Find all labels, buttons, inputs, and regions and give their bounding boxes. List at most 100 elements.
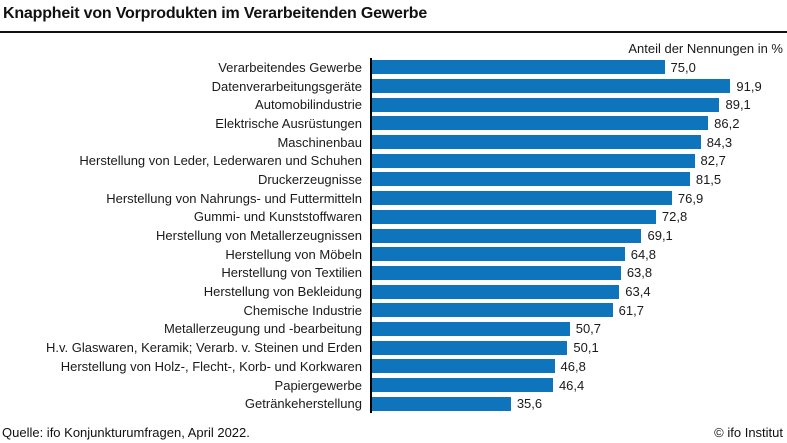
plot-area-row: 64,8 xyxy=(370,244,787,264)
bar xyxy=(372,79,731,94)
category-label: Verarbeitendes Gewerbe xyxy=(218,59,362,75)
chart-row: Papiergewerbe 46,4 xyxy=(0,375,787,395)
plot-area-row: 89,1 xyxy=(370,95,787,115)
chart-row: Automobilindustrie 89,1 xyxy=(0,95,787,115)
chart-row: Herstellung von Textilien 63,8 xyxy=(0,263,787,283)
category-label: Getränkeherstellung xyxy=(244,396,362,412)
chart-row: Herstellung von Bekleidung 63,4 xyxy=(0,282,787,301)
plot-area-row: 76,9 xyxy=(370,188,787,208)
source-note: Quelle: ifo Konjunkturumfragen, April 20… xyxy=(2,425,250,440)
chart-row: Herstellung von Metallerzeugnissen 69,1 xyxy=(0,226,787,245)
chart-row: Verarbeitendes Gewerbe 75,0 xyxy=(0,58,787,77)
plot-area-row: 63,4 xyxy=(370,282,787,301)
value-label: 69,1 xyxy=(647,228,673,244)
chart-row: Herstellung von Holz-, Flecht-, Korb- un… xyxy=(0,357,787,376)
chart-row: Herstellung von Nahrungs- und Futtermitt… xyxy=(0,188,787,208)
bar xyxy=(372,135,701,150)
bar xyxy=(372,359,555,374)
plot-area-row: 63,8 xyxy=(370,263,787,283)
value-label: 50,7 xyxy=(575,321,602,337)
value-label: 64,8 xyxy=(630,246,657,262)
copyright-note: © ifo Institut xyxy=(714,425,783,440)
category-label: Chemische Industrie xyxy=(243,302,363,318)
chart-row: Chemische Industrie 61,7 xyxy=(0,300,787,320)
value-label: 81,5 xyxy=(695,171,722,187)
value-label: 50,1 xyxy=(573,340,599,356)
category-label: H.v. Glaswaren, Keramik; Verarb. v. Stei… xyxy=(46,340,362,356)
chart-row: Gummi- und Kunststoffwaren 72,8 xyxy=(0,207,787,227)
value-label: 46,4 xyxy=(558,377,585,393)
bar xyxy=(372,284,620,299)
bar xyxy=(372,97,720,112)
category-label: Maschinenbau xyxy=(277,134,362,150)
bar xyxy=(372,340,568,355)
category-label: Automobilindustrie xyxy=(255,97,362,113)
bar xyxy=(372,191,672,206)
plot-area-row: 72,8 xyxy=(370,207,787,227)
plot-area-row: 50,7 xyxy=(370,319,787,339)
value-label: 61,7 xyxy=(618,302,644,318)
bar xyxy=(372,303,613,318)
plot-area-row: 50,1 xyxy=(370,338,787,357)
plot-area-row: 82,7 xyxy=(370,151,787,171)
plot-area-row: 86,2 xyxy=(370,114,787,133)
plot-area-row: 46,4 xyxy=(370,375,787,395)
chart-row: Datenverarbeitungsgeräte 91,9 xyxy=(0,76,787,96)
bar xyxy=(372,60,665,75)
bar xyxy=(372,116,709,131)
category-label: Elektrische Ausrüstungen xyxy=(215,115,362,131)
plot-area-row: 69,1 xyxy=(370,226,787,245)
category-label: Herstellung von Bekleidung xyxy=(203,284,362,300)
plot-area-row: 61,7 xyxy=(370,300,787,320)
chart-row: H.v. Glaswaren, Keramik; Verarb. v. Stei… xyxy=(0,338,787,357)
value-label: 63,8 xyxy=(626,265,653,281)
value-label: 76,9 xyxy=(677,190,704,206)
value-label: 82,7 xyxy=(700,153,726,169)
chart-row: Maschinenbau 84,3 xyxy=(0,132,787,152)
plot-area-row: 35,6 xyxy=(370,394,787,414)
chart-row: Elektrische Ausrüstungen 86,2 xyxy=(0,114,787,133)
category-label: Herstellung von Textilien xyxy=(221,265,362,281)
category-label: Herstellung von Nahrungs- und Futtermitt… xyxy=(106,190,362,206)
plot-area-row: 75,0 xyxy=(370,58,787,77)
category-label: Herstellung von Möbeln xyxy=(225,246,362,262)
value-label: 91,9 xyxy=(736,78,762,94)
category-label: Gummi- und Kunststoffwaren xyxy=(193,209,362,225)
bar xyxy=(372,396,511,411)
bar xyxy=(372,247,625,262)
value-label: 84,3 xyxy=(706,134,733,150)
value-label: 35,6 xyxy=(516,396,543,412)
bar xyxy=(372,378,553,393)
bar-chart: Verarbeitendes Gewerbe 75,0 Datenverarbeit… xyxy=(0,58,787,414)
chart-row: Metallerzeugung und -bearbeitung 50,7 xyxy=(0,319,787,339)
chart-title: Knappheit von Vorprodukten im Verarbeite… xyxy=(3,5,428,22)
category-label: Papiergewerbe xyxy=(274,377,362,393)
value-label: 46,8 xyxy=(560,358,586,374)
category-label: Druckerzeugnisse xyxy=(257,171,362,187)
category-label: Herstellung von Metallerzeugnissen xyxy=(156,228,362,244)
chart-row: Druckerzeugnisse 81,5 xyxy=(0,170,787,189)
category-label: Metallerzeugung und -bearbeitung xyxy=(163,321,362,337)
category-label: Herstellung von Leder, Lederwaren und Sc… xyxy=(79,153,362,169)
axis-unit-label: Anteil der Nennungen in % xyxy=(628,41,783,56)
value-label: 75,0 xyxy=(670,59,696,75)
bar xyxy=(372,228,642,243)
value-label: 86,2 xyxy=(714,115,740,131)
plot-area-row: 91,9 xyxy=(370,76,787,96)
category-label: Datenverarbeitungsgeräte xyxy=(211,78,362,94)
chart-row: Herstellung von Möbeln 64,8 xyxy=(0,244,787,264)
category-label: Herstellung von Holz-, Flecht-, Korb- un… xyxy=(60,358,362,374)
chart-row: Herstellung von Leder, Lederwaren und Sc… xyxy=(0,151,787,171)
title-divider xyxy=(0,31,787,33)
value-label: 63,4 xyxy=(625,284,651,300)
bar xyxy=(372,172,690,187)
value-label: 89,1 xyxy=(725,97,751,113)
plot-area-row: 81,5 xyxy=(370,170,787,189)
bar xyxy=(372,153,695,168)
bar xyxy=(372,321,570,336)
bar xyxy=(372,265,621,280)
bar xyxy=(372,209,656,224)
plot-area-row: 46,8 xyxy=(370,357,787,376)
chart-row: Getränkeherstellung 35,6 xyxy=(0,394,787,414)
